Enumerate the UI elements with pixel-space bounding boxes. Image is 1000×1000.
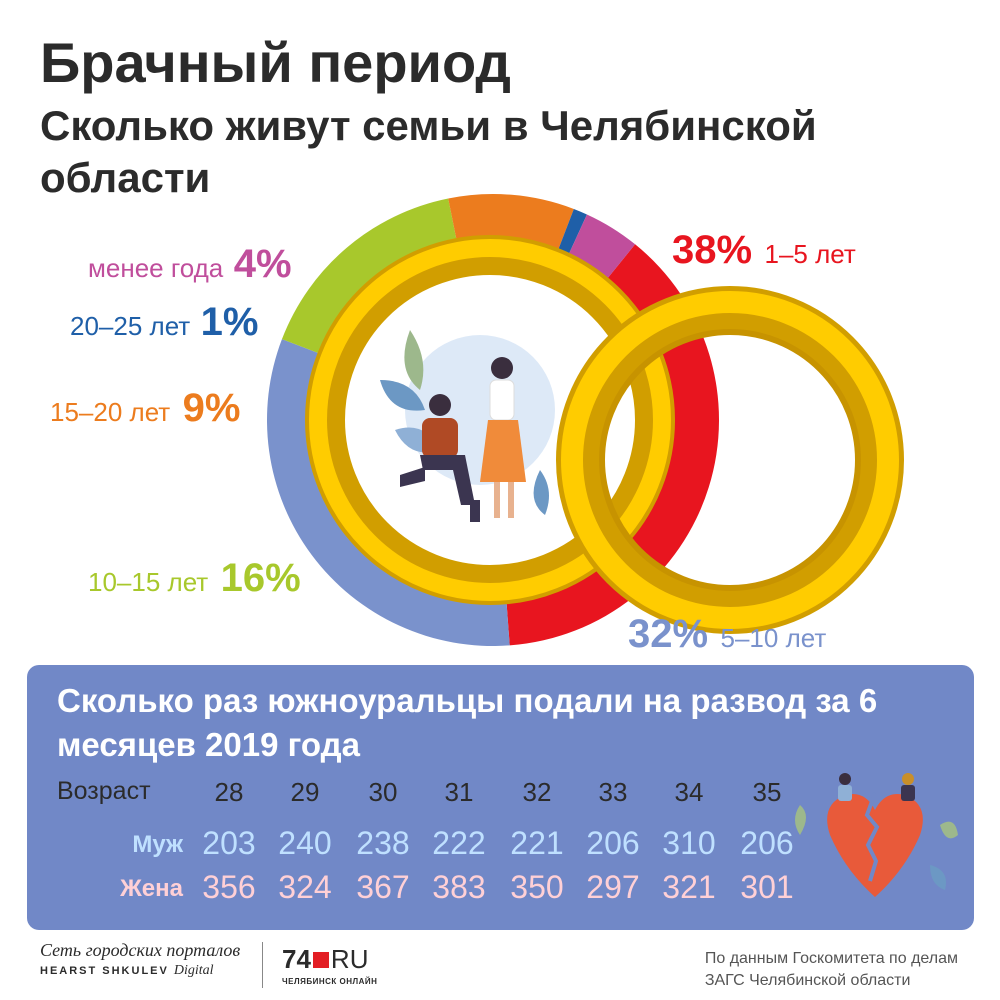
duration-donut-chart <box>267 194 904 646</box>
female-header: Жена <box>120 875 183 902</box>
logo-74ru: 74 RU ЧЕЛЯБИНСК ОНЛАЙН <box>282 944 378 986</box>
table-cell: 383 <box>432 869 486 905</box>
table-cell: 240 <box>278 825 332 861</box>
table-cell: 367 <box>356 869 410 905</box>
table-cell: 206 <box>740 825 794 861</box>
label-20-25: 20–25 лет 1% <box>70 300 259 344</box>
table-cell: 29 <box>290 777 320 807</box>
table-cell: 321 <box>662 869 716 905</box>
footer-divider <box>262 942 263 988</box>
brand-line2: HEARST SHKULEV Digital <box>40 963 214 978</box>
donut-segment <box>267 339 510 646</box>
male-header: Муж <box>132 831 183 858</box>
table-cell: 32 <box>522 777 552 807</box>
table-cell: 31 <box>444 777 474 807</box>
label-1-5: 38% 1–5 лет <box>672 228 856 272</box>
table-cell: 30 <box>368 777 398 807</box>
table-cell: 222 <box>432 825 486 861</box>
label-15-20: 15–20 лет 9% <box>50 386 241 430</box>
label-10-15: 10–15 лет 16% <box>88 556 301 600</box>
label-less-year: менее года 4% <box>88 242 292 286</box>
data-source: По данным Госкомитета по делам ЗАГС Челя… <box>704 950 958 989</box>
table-cell: 297 <box>586 869 640 905</box>
table-cell: 33 <box>598 777 628 807</box>
table-cell: 203 <box>202 825 256 861</box>
page-title: Брачный период <box>40 31 511 94</box>
panel-title: Сколько раз южноуральцы подали на развод… <box>57 682 878 763</box>
table-cell: 35 <box>752 777 782 807</box>
age-header: Возраст <box>57 777 151 805</box>
table-cell: 301 <box>740 869 794 905</box>
page-subtitle: Сколько живут семьи в Челябинской област… <box>40 102 817 201</box>
table-cell: 238 <box>356 825 410 861</box>
divorce-panel: Сколько раз южноуральцы подали на развод… <box>27 665 974 930</box>
couple-proposal-illustration <box>380 330 555 522</box>
table-cell: 310 <box>662 825 716 861</box>
table-cell: 28 <box>214 777 244 807</box>
brand-hearst-shkulev: Сеть городских порталов HEARST SHKULEV D… <box>40 940 240 979</box>
table-cell: 221 <box>510 825 564 861</box>
table-cell: 350 <box>510 869 564 905</box>
wedding-rings-icon <box>305 235 904 634</box>
donut-segment <box>555 208 587 261</box>
logo-square-icon <box>312 951 329 968</box>
donut-segment <box>281 198 459 358</box>
label-5-10: 32% 5–10 лет <box>628 612 827 656</box>
brand-line1: Сеть городских порталов <box>40 940 241 960</box>
logo-subtitle: ЧЕЛЯБИНСК ОНЛАЙН <box>282 977 378 986</box>
broken-heart-icon <box>795 773 958 897</box>
table-cell: 324 <box>278 869 332 905</box>
table-cell: 34 <box>674 777 704 807</box>
table-cell: 206 <box>586 825 640 861</box>
table-cell: 356 <box>202 869 256 905</box>
